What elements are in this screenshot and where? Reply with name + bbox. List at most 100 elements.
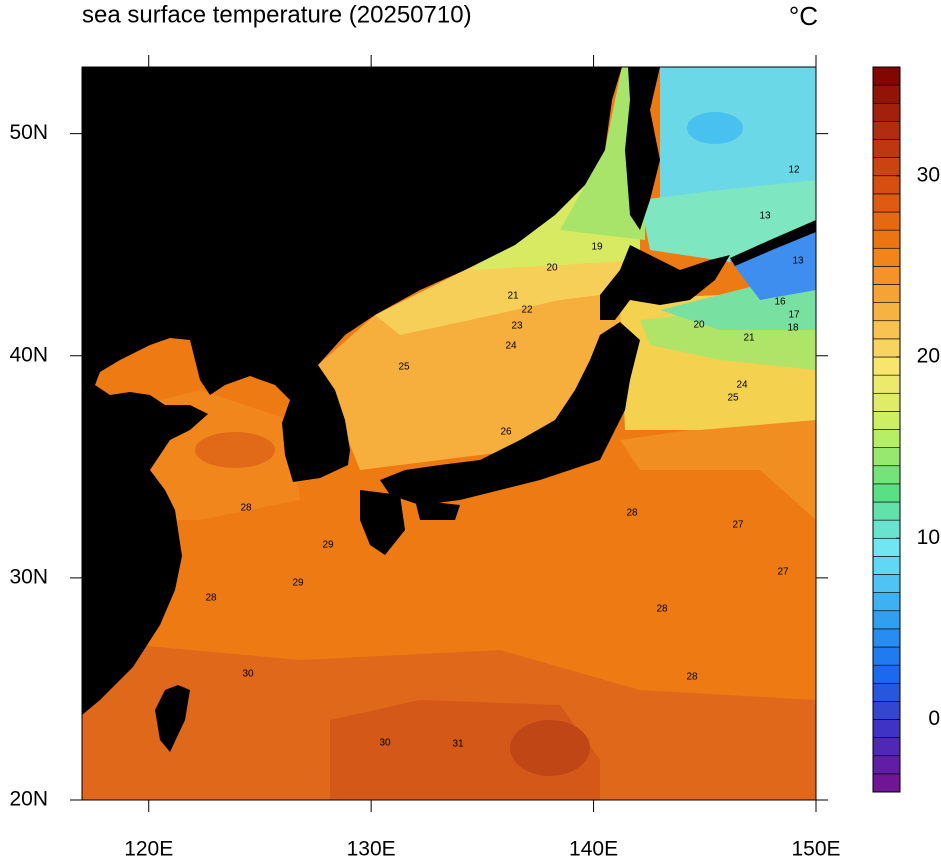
japan-sea-north bbox=[375, 67, 640, 335]
colorbar-box bbox=[872, 537, 901, 557]
contour-label: 21 bbox=[743, 333, 755, 344]
colorbar-box bbox=[872, 211, 901, 231]
contour-label: 16 bbox=[774, 297, 786, 308]
contour-label: 24 bbox=[505, 341, 517, 352]
contour-label: 28 bbox=[656, 604, 668, 615]
colorbar-box bbox=[872, 682, 901, 702]
axes: 120E 130E 140E 150E 20N 30N 40N 50N bbox=[9, 55, 841, 861]
colorbar-box bbox=[872, 338, 901, 358]
colorbar-box bbox=[872, 356, 901, 376]
colorbar-box bbox=[872, 773, 901, 793]
contour-label: 26 bbox=[500, 427, 512, 438]
colorbar-box bbox=[872, 501, 901, 521]
x-tick-label: 150E bbox=[791, 838, 840, 858]
contour-label: 27 bbox=[732, 520, 744, 531]
colorbar-box bbox=[872, 266, 901, 285]
colorbar-box bbox=[872, 229, 901, 249]
contour-label: 27 bbox=[777, 567, 789, 578]
colorbar-box bbox=[872, 628, 901, 648]
colorbar-box bbox=[872, 175, 901, 195]
colorbar-box bbox=[872, 755, 901, 775]
y-tick-label: 30N bbox=[9, 565, 48, 588]
colorbar-box bbox=[872, 701, 901, 720]
colorbar-box bbox=[872, 411, 901, 430]
x-tick-label: 120E bbox=[124, 838, 173, 858]
contour-label: 25 bbox=[727, 393, 739, 404]
y-tick-label: 40N bbox=[9, 343, 48, 366]
land bbox=[360, 490, 405, 555]
contour-label: 28 bbox=[626, 508, 638, 519]
kuril-cold bbox=[730, 225, 816, 300]
colorbar-box bbox=[872, 556, 901, 575]
contour-label: 18 bbox=[787, 323, 799, 334]
colorbar-box bbox=[872, 664, 901, 684]
colorbar-box bbox=[872, 284, 901, 303]
contour-label: 29 bbox=[322, 540, 334, 551]
colorbar-box bbox=[872, 392, 901, 412]
cool-zone bbox=[620, 400, 816, 520]
colorbar-box bbox=[872, 519, 901, 539]
colorbar-box bbox=[872, 320, 901, 340]
contour-label: 13 bbox=[792, 256, 804, 267]
colorbar-box bbox=[872, 157, 901, 177]
land bbox=[600, 245, 730, 320]
colorbar-tick-label: 30 bbox=[917, 163, 940, 186]
colorbar-tick-label: 0 bbox=[928, 707, 940, 730]
colorbar-box bbox=[872, 646, 901, 666]
colorbar-tick-label: 20 bbox=[917, 345, 940, 368]
map-field bbox=[82, 67, 816, 800]
contour-label: 19 bbox=[591, 242, 603, 253]
colorbar-box bbox=[872, 247, 901, 267]
contour-label: 29 bbox=[292, 578, 304, 589]
colorbar-box bbox=[872, 193, 901, 213]
contour-label: 20 bbox=[693, 320, 705, 331]
land bbox=[82, 67, 622, 715]
title: sea surface temperature (20250710) bbox=[82, 1, 472, 28]
unit: °C bbox=[789, 1, 818, 31]
land bbox=[625, 67, 660, 230]
contour-label: 31 bbox=[452, 739, 464, 750]
okhotsk-cold bbox=[687, 112, 743, 144]
y-tick-label: 20N bbox=[9, 788, 48, 811]
x-tick-label: 140E bbox=[569, 838, 618, 858]
y-tick-label: 50N bbox=[9, 121, 48, 144]
colorbar-box bbox=[872, 84, 901, 104]
colorbar-box bbox=[872, 465, 901, 485]
contour-label: 30 bbox=[242, 669, 254, 680]
land bbox=[155, 685, 190, 752]
contour-label: 30 bbox=[379, 738, 391, 749]
contour-label: 25 bbox=[398, 362, 410, 373]
contour-label: 21 bbox=[507, 291, 519, 302]
contour-label: 13 bbox=[759, 211, 771, 222]
colorbar-box bbox=[872, 447, 901, 467]
colorbar-box bbox=[872, 121, 901, 140]
contour-label: 20 bbox=[546, 263, 558, 274]
contour-label: 28 bbox=[686, 672, 698, 683]
colorbar: 0 10 20 30 bbox=[872, 66, 940, 793]
contour-label: 28 bbox=[205, 593, 217, 604]
contour-label: 12 bbox=[788, 165, 800, 176]
colorbar-box bbox=[872, 66, 901, 86]
colorbar-box bbox=[872, 592, 901, 612]
contour-label: 22 bbox=[521, 305, 533, 316]
colorbar-box bbox=[872, 139, 901, 158]
warm-zone bbox=[195, 432, 275, 468]
contour-label: 17 bbox=[788, 310, 800, 321]
colorbar-box bbox=[872, 719, 901, 738]
warm-zone bbox=[510, 720, 590, 776]
japan-sea-north bbox=[560, 67, 645, 240]
contour-label: 23 bbox=[511, 321, 523, 332]
contour-label: 28 bbox=[240, 503, 252, 514]
colorbar-tick-label: 10 bbox=[917, 526, 940, 549]
colorbar-box bbox=[872, 574, 901, 593]
colorbar-box bbox=[872, 302, 901, 322]
colorbar-box bbox=[872, 102, 901, 122]
colorbar-box bbox=[872, 429, 901, 448]
land bbox=[415, 500, 460, 520]
colorbar-box bbox=[872, 610, 901, 630]
colorbar-box bbox=[872, 483, 901, 503]
land bbox=[730, 220, 816, 266]
